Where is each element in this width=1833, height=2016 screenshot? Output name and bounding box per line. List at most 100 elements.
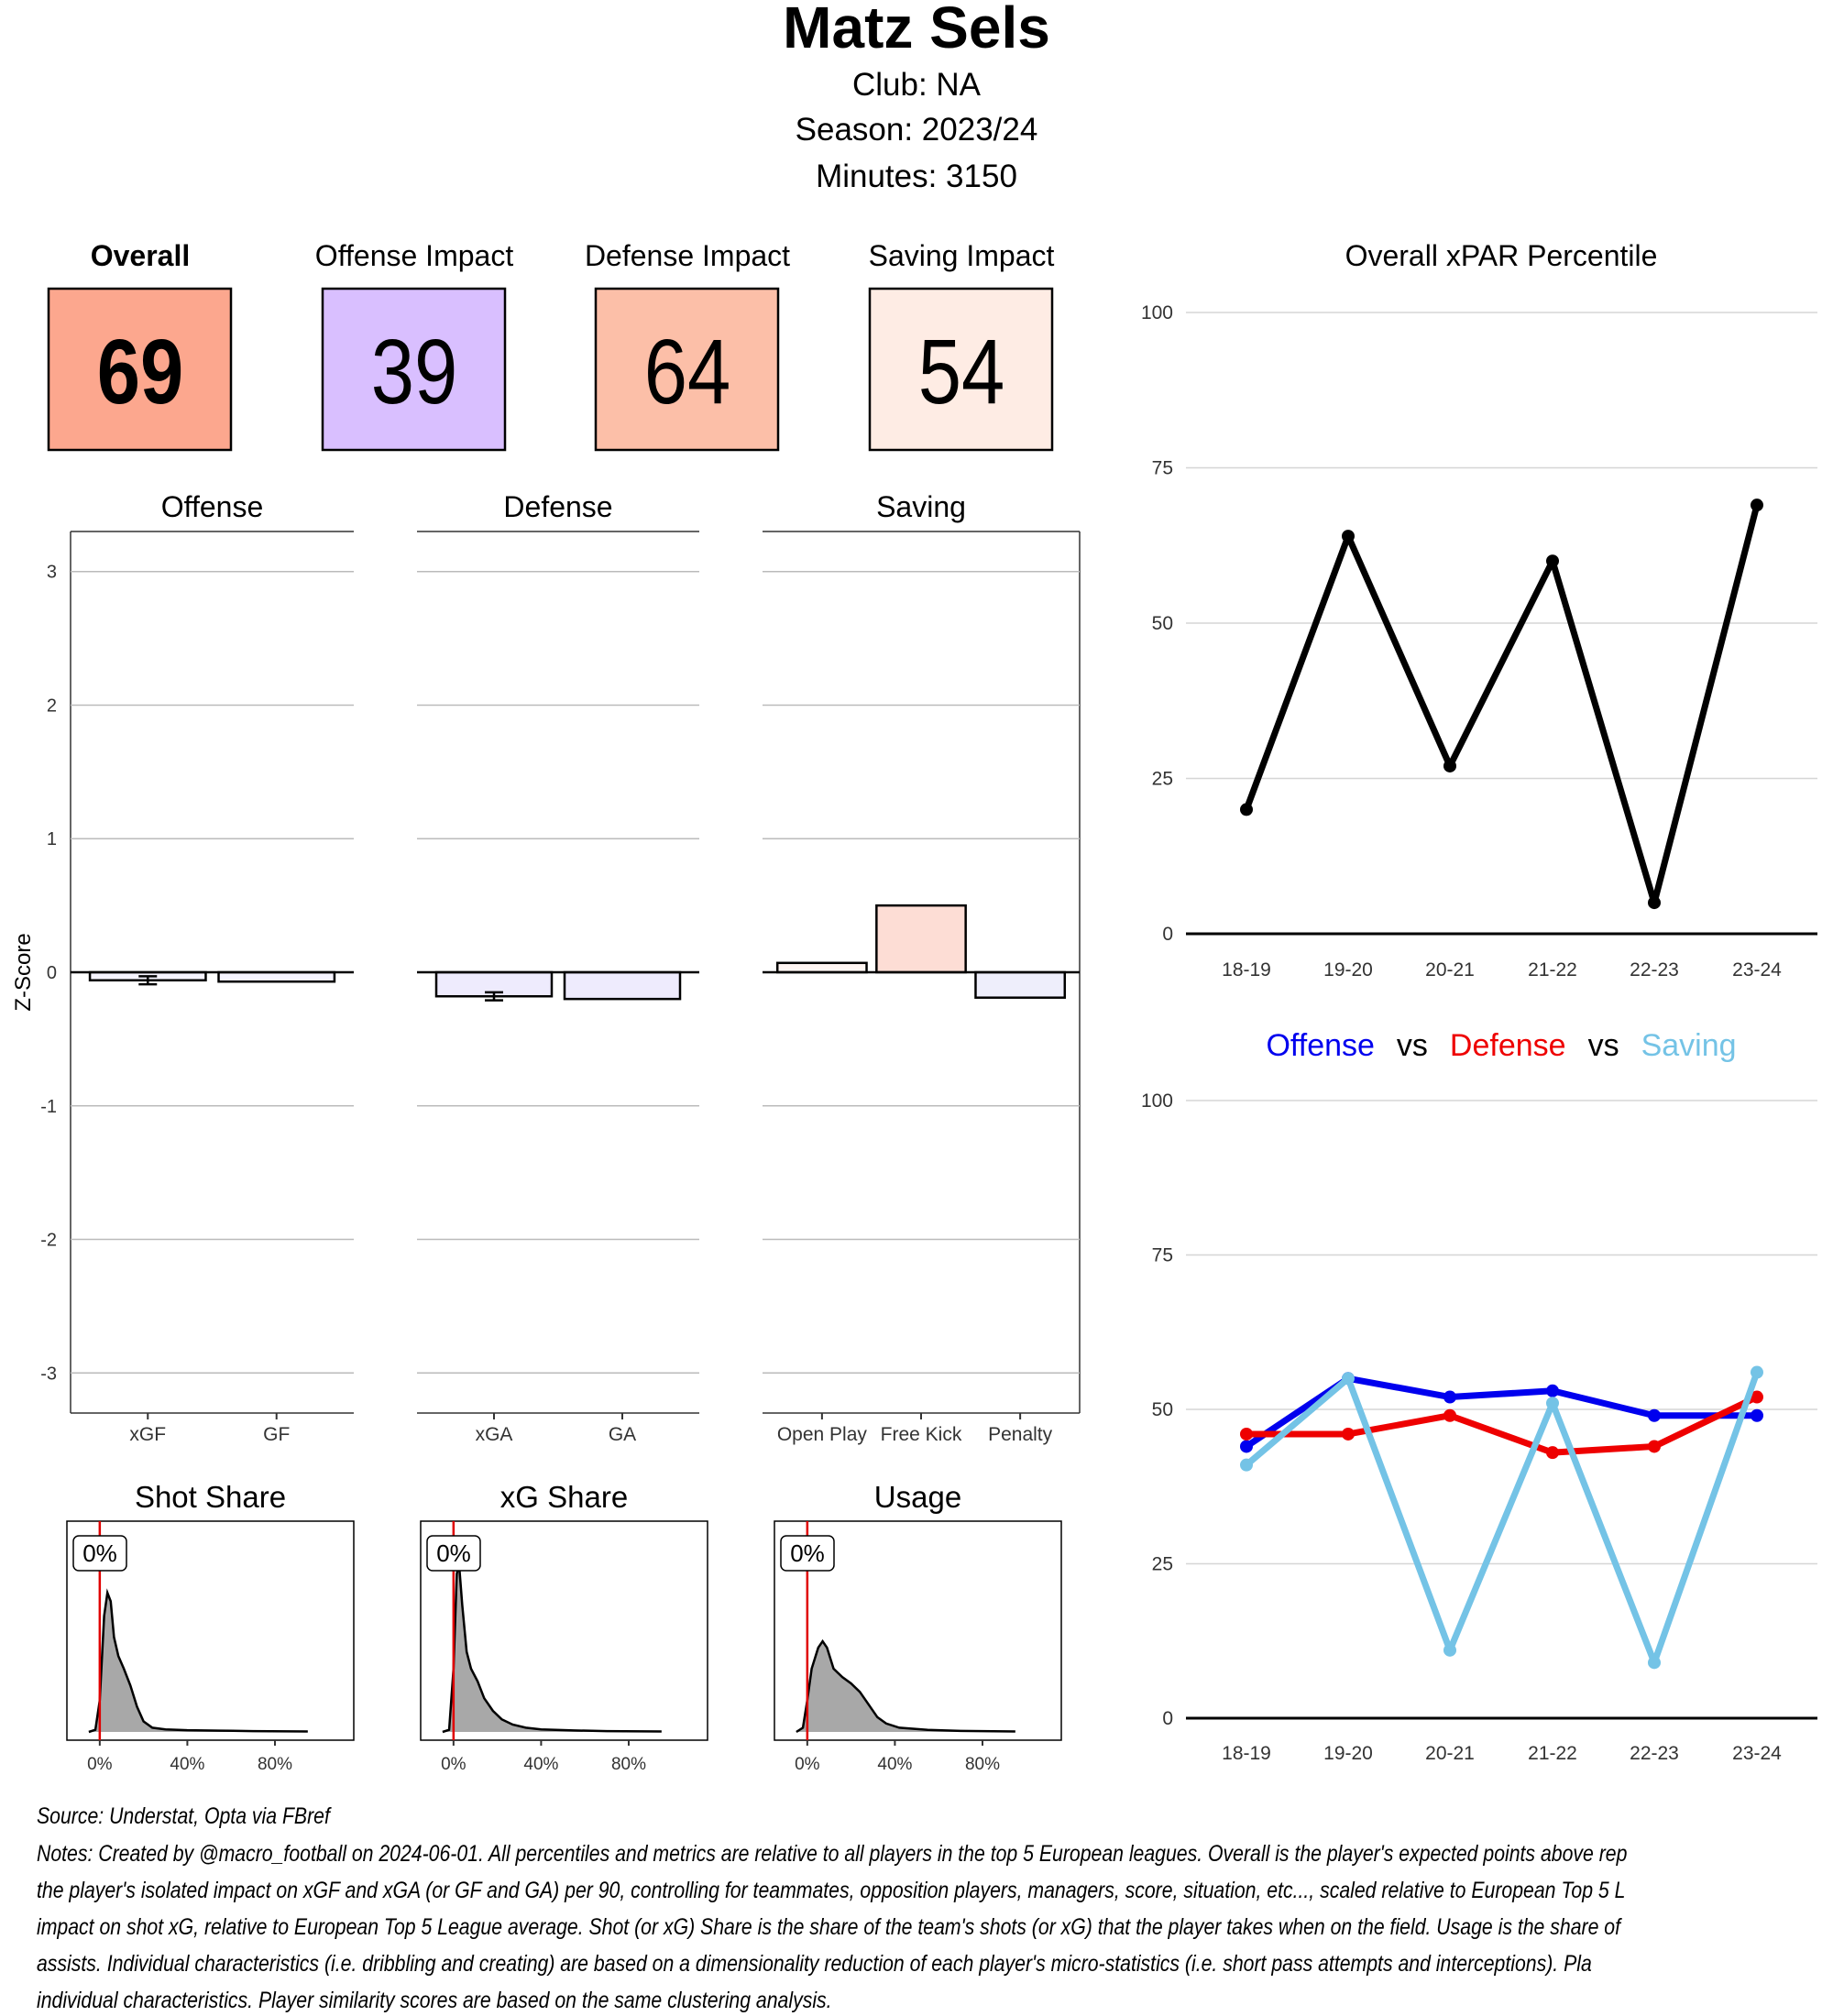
x-tick-label: GF	[263, 1424, 290, 1445]
impact-boxes: Overall 69 Offense Impact 39 Defense Impact 6…	[47, 239, 1055, 452]
x-tick-label: 40%	[170, 1755, 204, 1774]
z-score-bar-chart: Z-Score 3 2 1 0 -1 -2 -3 Offense xGF GF Defense xGA G…	[11, 490, 1081, 1445]
data-point	[1648, 896, 1661, 910]
data-point	[1546, 554, 1559, 568]
x-tick-label: GA	[609, 1424, 636, 1445]
density-title: Usage	[874, 1480, 961, 1514]
value-label: 0%	[436, 1539, 471, 1567]
y-tick-label: 1	[47, 829, 57, 849]
density-curve	[442, 1562, 662, 1734]
error-bar	[138, 975, 158, 986]
notes-line: assists. Individual characteristics (i.e…	[37, 1950, 1592, 1976]
x-tick-label: 18-19	[1222, 959, 1271, 981]
x-tick-label: 80%	[258, 1755, 292, 1774]
source-text: Source: Understat, Opta via FBref	[37, 1802, 332, 1828]
facet-title: Defense	[503, 490, 612, 523]
x-tick-label: 22-23	[1630, 1743, 1679, 1764]
footer: Source: Understat, Opta via FBref Notes:…	[37, 1802, 1628, 2012]
x-tick-label: 22-23	[1630, 959, 1679, 981]
x-tick-label: 40%	[877, 1755, 912, 1774]
season-line: Season: 2023/24	[796, 112, 1038, 148]
series-line	[1243, 504, 1761, 906]
value-label: 0%	[82, 1539, 117, 1567]
y-tick-label: 75	[1152, 458, 1173, 479]
data-point-saving	[1240, 1458, 1253, 1472]
bar	[974, 970, 1067, 999]
value-label-box	[72, 1535, 127, 1572]
x-tick-label: Penalty	[988, 1424, 1053, 1445]
impact-value: 39	[371, 320, 458, 422]
overall-percentile-line-chart: 0 25 50 75 100 18-19 19-20 20-21 21-22 22-23 23-24…	[1141, 239, 1817, 981]
y-tick-label: 25	[1152, 769, 1173, 790]
y-tick-label: 0	[1162, 1708, 1173, 1729]
y-tick-label: -2	[40, 1231, 57, 1251]
data-point-offense	[1648, 1408, 1661, 1422]
impact-label: Overall	[91, 239, 191, 272]
impact-label: Offense Impact	[315, 239, 514, 272]
y-tick-label: 25	[1152, 1554, 1173, 1575]
y-tick-label: 50	[1152, 1399, 1173, 1420]
x-tick-label: 23-24	[1732, 959, 1782, 981]
impact-label: Saving Impact	[869, 239, 1055, 272]
y-tick-label: 2	[47, 696, 57, 716]
legend-separator: vs	[1397, 1028, 1428, 1063]
impact-box	[594, 287, 780, 452]
bar	[217, 970, 336, 983]
density-area	[796, 1641, 1015, 1732]
component-percentile-line-chart: 0 25 50 75 100 18-19 19-20 20-21 21-22 22-23 23-24…	[1141, 1028, 1817, 1764]
data-point-offense	[1240, 1440, 1253, 1453]
bar	[775, 961, 868, 974]
x-tick-label: Free Kick	[881, 1424, 962, 1445]
data-point-saving	[1342, 1372, 1355, 1386]
density-title: Shot Share	[135, 1480, 286, 1514]
y-tick-label: 100	[1141, 302, 1173, 323]
chart-title: Overall xPAR Percentile	[1345, 239, 1658, 272]
x-tick-label: 19-20	[1323, 959, 1373, 981]
impact-label: Defense Impact	[585, 239, 790, 272]
notes-line: the player's isolated impact on xGF and …	[37, 1877, 1625, 1902]
series-line-saving	[1244, 1371, 1761, 1666]
x-tick-label: 18-19	[1222, 1743, 1271, 1764]
density-curve	[88, 1588, 308, 1734]
x-tick-label: Open Play	[777, 1424, 868, 1445]
x-tick-label: 21-22	[1528, 959, 1577, 981]
x-tick-label: 19-20	[1323, 1743, 1373, 1764]
player-name: Matz Sels	[783, 0, 1050, 60]
y-tick-label: 75	[1152, 1245, 1173, 1266]
y-tick-label: 50	[1152, 613, 1173, 634]
minutes-line: Minutes: 3150	[816, 159, 1017, 194]
x-tick-label: 0%	[795, 1755, 820, 1774]
impact-box	[868, 287, 1054, 452]
value-label-box	[426, 1535, 481, 1572]
x-tick-label: 0%	[87, 1755, 113, 1774]
value-label-box	[780, 1535, 835, 1572]
legend-separator: vs	[1588, 1028, 1619, 1063]
data-point-defense	[1751, 1390, 1763, 1404]
impact-box	[47, 287, 233, 452]
data-point-defense	[1240, 1427, 1253, 1441]
y-tick-label: -1	[40, 1097, 57, 1117]
data-point-saving	[1648, 1656, 1661, 1670]
x-tick-label: 23-24	[1732, 1743, 1782, 1764]
x-tick-label: 80%	[611, 1755, 646, 1774]
notes-line: Notes: Created by @macro_football on 202…	[37, 1840, 1628, 1866]
y-tick-label: 0	[1162, 924, 1173, 945]
data-point-saving	[1751, 1365, 1763, 1379]
notes-line: individual characteristics. Player simil…	[37, 1987, 832, 2012]
x-tick-label: 20-21	[1425, 1743, 1475, 1764]
legend-offense: Offense	[1266, 1028, 1374, 1063]
data-point	[1443, 759, 1456, 772]
data-point-defense	[1342, 1427, 1355, 1441]
error-bar	[485, 991, 503, 1002]
data-point-saving	[1546, 1397, 1559, 1410]
share-density-charts: Shot Share 0% 0% 40% 80% xG Share 0% 0% 40% 80% Us…	[66, 1480, 1062, 1774]
facet-title: Saving	[876, 490, 966, 523]
y-tick-label: -3	[40, 1364, 57, 1384]
x-tick-label: 21-22	[1528, 1743, 1577, 1764]
data-point-offense	[1443, 1390, 1456, 1404]
notes-line: impact on shot xG, relative to European …	[37, 1913, 1622, 1939]
x-tick-label: 0%	[441, 1755, 466, 1774]
legend-defense: Defense	[1450, 1028, 1566, 1063]
y-tick-label: 100	[1141, 1090, 1173, 1112]
